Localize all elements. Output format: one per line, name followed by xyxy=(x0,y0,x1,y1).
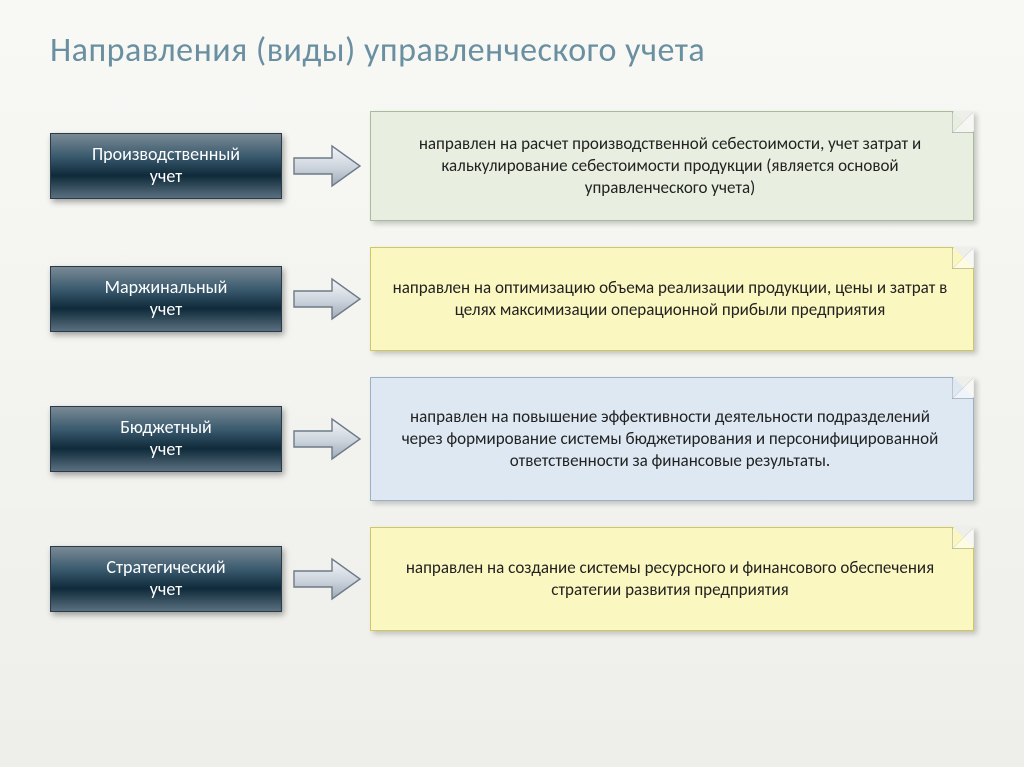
description-box-marginal: направлен на оптимизацию объема реализац… xyxy=(370,247,974,351)
category-label: Маржинальныйучет xyxy=(105,277,228,320)
diagram-row: Маржинальныйучет направлен на оптимизаци… xyxy=(50,247,974,351)
description-box-strategic: направлен на создание системы ресурсного… xyxy=(370,527,974,631)
diagram-rows: Производственныйучет направлен на расчет… xyxy=(50,111,974,631)
description-box-budget: направлен на повышение эффективности дея… xyxy=(370,377,974,501)
description-text: направлен на расчет производственной себ… xyxy=(389,133,951,199)
category-box-marginal: Маржинальныйучет xyxy=(50,266,282,332)
diagram-row: Стратегическийучет направлен на создание… xyxy=(50,527,974,631)
diagram-row: Бюджетныйучет направлен на повышение эфф… xyxy=(50,377,974,501)
arrow-icon xyxy=(292,557,362,601)
category-box-budget: Бюджетныйучет xyxy=(50,406,282,472)
description-text: направлен на повышение эффективности дея… xyxy=(389,406,951,472)
arrow-icon xyxy=(292,417,362,461)
category-label: Бюджетныйучет xyxy=(120,417,212,460)
diagram-row: Производственныйучет направлен на расчет… xyxy=(50,111,974,221)
category-label: Производственныйучет xyxy=(92,144,240,187)
page-title: Направления (виды) управленческого учета xyxy=(50,30,974,71)
description-text: направлен на оптимизацию объема реализац… xyxy=(389,277,951,321)
arrow-icon xyxy=(292,277,362,321)
description-box-production: направлен на расчет производственной себ… xyxy=(370,111,974,221)
description-text: направлен на создание системы ресурсного… xyxy=(389,557,951,601)
category-label: Стратегическийучет xyxy=(106,557,225,600)
category-box-strategic: Стратегическийучет xyxy=(50,546,282,612)
category-box-production: Производственныйучет xyxy=(50,133,282,199)
arrow-icon xyxy=(292,144,362,188)
